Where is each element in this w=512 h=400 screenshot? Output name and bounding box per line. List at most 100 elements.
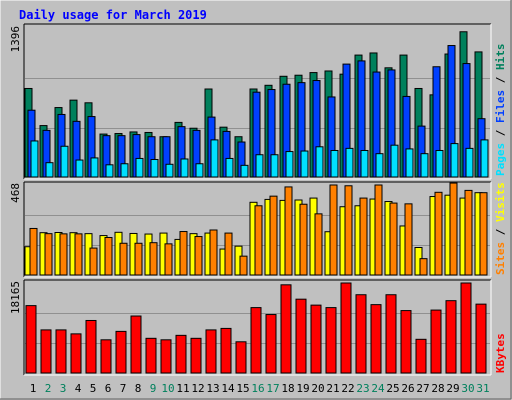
x-tick-label: 6 xyxy=(105,382,112,395)
pages-bar xyxy=(270,154,279,178)
sites-bar xyxy=(179,231,188,276)
top-legend: Pages / Files / Hits xyxy=(494,44,507,177)
x-tick-label: 12 xyxy=(191,382,204,395)
x-tick-label: 4 xyxy=(75,382,82,395)
x-tick-label: 27 xyxy=(416,382,429,395)
kbytes-bar xyxy=(130,315,142,374)
pages-bar xyxy=(105,164,114,178)
x-tick-label: 15 xyxy=(236,382,249,395)
x-tick-label: 24 xyxy=(371,382,385,395)
sites-bar xyxy=(134,242,143,276)
mid-legend: Sites / Visits xyxy=(494,182,507,275)
pages-bar xyxy=(360,149,369,178)
sites-bar xyxy=(479,192,488,276)
sites-bar xyxy=(194,236,203,276)
x-tick-label: 30 xyxy=(461,382,474,395)
kbytes-bar xyxy=(385,294,397,374)
sites-bar xyxy=(209,229,218,276)
pages-bar xyxy=(150,159,159,178)
chart-title: Daily usage for March 2019 xyxy=(19,8,207,22)
kbytes-bar xyxy=(265,314,277,374)
pages-bar xyxy=(420,153,429,178)
kbytes-bar xyxy=(40,329,52,374)
x-axis-labels: 1 2 3 4 5 6 7 8 9 10 11 12 13 14 15 16 17 18 19 20 21 22 23 24 2… xyxy=(30,382,490,395)
legend-sites: Sites xyxy=(494,242,507,275)
pages-bar xyxy=(345,147,354,178)
x-tick-label: 3 xyxy=(60,382,67,395)
legend-pages: Pages xyxy=(494,143,507,176)
legend-sep-2: / xyxy=(494,70,507,90)
sites-bar xyxy=(329,184,338,276)
sites-bar xyxy=(44,233,53,276)
x-tick-label: 29 xyxy=(446,382,459,395)
pages-bar xyxy=(60,145,69,178)
sites-bar xyxy=(374,184,383,276)
pages-bar xyxy=(225,157,234,178)
sites-bar xyxy=(29,227,38,276)
sites-bar xyxy=(149,242,158,276)
sites-bar xyxy=(74,233,83,276)
sites-bar xyxy=(224,232,233,276)
pages-bar xyxy=(255,154,264,178)
kbytes-bar xyxy=(370,304,382,374)
pages-bar xyxy=(405,148,414,178)
pages-bar xyxy=(480,139,489,178)
kbytes-bar xyxy=(310,304,322,374)
pages-bar xyxy=(165,163,174,178)
kbytes-bar xyxy=(250,307,262,374)
pages-bar xyxy=(240,164,249,178)
sites-bar xyxy=(59,233,68,276)
x-tick-label: 10 xyxy=(161,382,174,395)
kbytes-bar xyxy=(280,284,292,374)
legend-kbytes: KBytes xyxy=(494,333,507,373)
pages-bar xyxy=(390,144,399,178)
pages-bar xyxy=(135,157,144,178)
kbytes-bar xyxy=(475,303,487,374)
sites-bar xyxy=(449,182,458,276)
x-tick-label: 28 xyxy=(431,382,444,395)
x-tick-label: 13 xyxy=(206,382,219,395)
x-tick-label: 14 xyxy=(221,382,235,395)
kbytes-bar xyxy=(340,282,352,374)
pages-bar xyxy=(75,159,84,178)
x-tick-label: 23 xyxy=(356,382,369,395)
legend-visits: Visits xyxy=(494,182,507,222)
pages-bar xyxy=(120,163,129,178)
pages-bar xyxy=(45,162,54,178)
sites-bar xyxy=(434,191,443,276)
kbytes-bar xyxy=(70,333,82,374)
x-tick-label: 9 xyxy=(150,382,157,395)
mid-ymax-label: 468 xyxy=(9,183,22,203)
kbytes-bar xyxy=(295,298,307,374)
top-ymax-label: 1396 xyxy=(9,26,22,53)
sites-bar xyxy=(269,195,278,276)
kbytes-bar xyxy=(145,337,157,374)
kbytes-bar xyxy=(175,334,187,374)
kbytes-bar xyxy=(160,339,172,374)
x-tick-label: 16 xyxy=(251,382,264,395)
x-tick-label: 19 xyxy=(296,382,309,395)
x-tick-label: 1 xyxy=(30,382,37,395)
sites-bar xyxy=(389,202,398,276)
kbytes-bar xyxy=(115,330,127,374)
sites-bar xyxy=(359,197,368,276)
kbytes-bar xyxy=(190,337,202,374)
kbytes-bar xyxy=(235,341,247,374)
bot-legend: KBytes xyxy=(494,333,507,373)
x-tick-label: 22 xyxy=(341,382,354,395)
kbytes-bar xyxy=(400,310,412,374)
x-tick-label: 20 xyxy=(311,382,324,395)
pages-bar xyxy=(195,163,204,178)
x-tick-label: 5 xyxy=(90,382,97,395)
kbytes-bar xyxy=(445,300,457,374)
sites-bar xyxy=(239,255,248,276)
sites-bar xyxy=(299,203,308,276)
pages-bar xyxy=(375,153,384,178)
kbytes-bar xyxy=(430,309,442,374)
pages-bar xyxy=(180,158,189,178)
x-tick-label: 21 xyxy=(326,382,339,395)
bot-ymax-label: 18165 xyxy=(9,281,22,314)
pages-bar xyxy=(30,140,39,178)
kbytes-bar xyxy=(415,338,427,374)
